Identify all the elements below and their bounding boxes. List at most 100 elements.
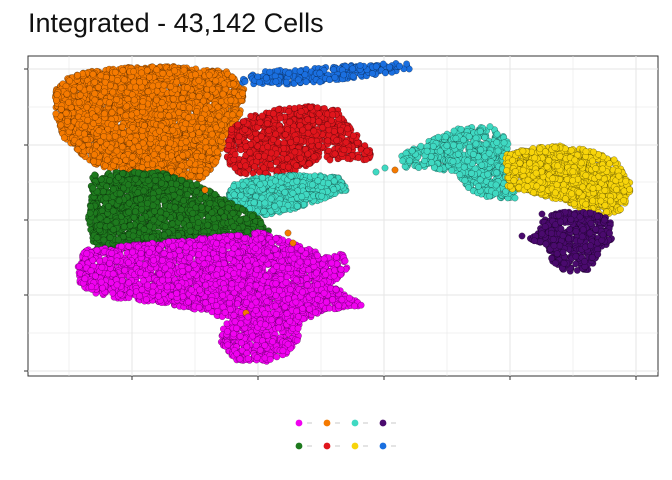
cell-point-orange (192, 71, 199, 79)
cell-point-blue (272, 78, 280, 86)
cell-point-orange (236, 110, 244, 118)
cell-point-red (247, 112, 255, 120)
cell-point-red (315, 110, 323, 118)
cell-point-orange (219, 133, 227, 141)
cell-point-orange (118, 84, 125, 92)
cell-point-orange (129, 124, 137, 131)
cell-point-orange (186, 159, 193, 167)
cell-point-red (260, 152, 268, 160)
cell-point-orange (52, 110, 60, 118)
cell-point-red (263, 120, 271, 127)
cell-point-orange (113, 96, 121, 104)
cell-point-red (344, 125, 351, 133)
cell-point-orange (149, 160, 157, 168)
cell-point-orange (81, 123, 89, 131)
cell-point-orange (125, 139, 133, 147)
cell-point-orange (169, 95, 177, 103)
cell-point-orange (208, 138, 216, 146)
cell-point-blue (316, 69, 324, 77)
cell-point-orange (167, 83, 175, 91)
cell-point-orange (173, 78, 181, 86)
cell-point-orange (229, 80, 237, 88)
cell-point-red (228, 125, 236, 133)
cell-point-red (241, 126, 249, 134)
cell-point-orange (197, 115, 205, 122)
cell-point-red (342, 138, 350, 146)
cell-point-orange (154, 145, 162, 153)
cell-point-orange (169, 126, 177, 134)
cell-point-orange (214, 103, 222, 111)
cell-point-orange (202, 169, 210, 177)
cell-point-orange (180, 66, 188, 74)
cell-point-blue (340, 71, 348, 79)
cell-point-red (310, 153, 318, 161)
cell-point-blue (296, 67, 304, 75)
cell-point-orange (86, 85, 94, 93)
cell-point-red (267, 149, 275, 157)
cell-point-orange (143, 67, 151, 74)
cell-point-orange (116, 107, 124, 115)
cell-point-red (265, 127, 273, 134)
cell-point-orange (188, 92, 196, 100)
cell-point-blue (349, 72, 357, 80)
cell-point-orange (184, 114, 192, 122)
cell-point-orange (123, 102, 131, 110)
cell-point-red (306, 103, 314, 111)
cell-point-red (285, 163, 292, 171)
cell-point-orange (109, 88, 117, 96)
cell-point-blue (262, 74, 270, 82)
cell-point-blue (379, 60, 387, 68)
cell-point-orange (129, 153, 137, 161)
cell-point-red (304, 123, 312, 131)
cell-point-orange (193, 108, 201, 115)
cell-point-orange (136, 78, 144, 86)
cell-point-orange (156, 127, 163, 135)
cell-point-orange (187, 172, 195, 180)
cell-point-orange (90, 158, 98, 165)
cell-point-orange (167, 152, 175, 160)
cell-point-blue (294, 76, 302, 84)
cell-point-orange (169, 102, 177, 110)
cell-point-orange (120, 76, 128, 84)
cell-point-blue (356, 62, 364, 69)
cell-point-red (305, 160, 313, 168)
cell-point-orange (215, 112, 223, 120)
chart-title: Integrated - 43,142 Cells (28, 8, 324, 38)
cell-point-red (340, 146, 348, 154)
cell-point-orange (91, 113, 99, 121)
cell-point-red (240, 118, 247, 126)
cell-point-red (330, 127, 338, 135)
cell-point-orange (111, 68, 119, 76)
cell-point-red (242, 143, 250, 151)
cell-point-blue (282, 78, 290, 86)
cell-point-red (291, 148, 299, 156)
cell-point-orange (195, 93, 203, 100)
cell-point-orange (139, 139, 147, 147)
cell-point-red (333, 136, 341, 144)
cell-point-blue (396, 62, 403, 70)
cell-point-orange (198, 153, 206, 160)
cell-point-orange (196, 167, 204, 175)
cell-point-orange (91, 78, 99, 86)
cell-point-blue (403, 60, 410, 68)
cell-point-orange (114, 77, 121, 84)
cell-point-orange (75, 99, 83, 106)
cell-point-red (256, 119, 264, 127)
cell-point-blue (266, 68, 274, 76)
cell-point-orange (128, 111, 136, 119)
cell-point-blue (386, 63, 393, 71)
cell-point-red (272, 130, 280, 138)
cell-point-red (287, 138, 295, 146)
cell-point-orange (119, 67, 127, 74)
axis-ticks (24, 68, 637, 380)
cell-point-orange (129, 160, 136, 168)
cell-point-orange (91, 96, 99, 104)
cell-point-orange (113, 147, 121, 155)
cell-point-orange (220, 80, 228, 88)
cell-point-orange (178, 95, 186, 103)
cell-point-orange (108, 121, 116, 129)
cell-point-red (363, 147, 371, 155)
cell-point-orange (144, 88, 152, 96)
cell-point-orange (76, 84, 84, 91)
